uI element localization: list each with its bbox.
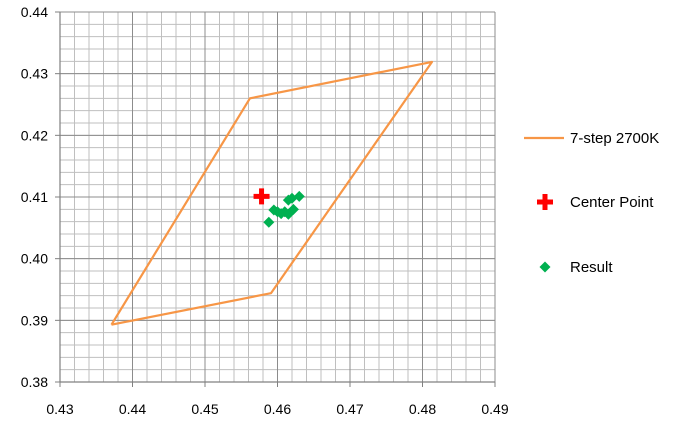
x-tick-label: 0.44: [119, 401, 146, 417]
legend-item: 7-step 2700K: [524, 130, 659, 147]
series-center-point: [253, 188, 270, 205]
data-point: [253, 188, 270, 205]
legend-label: Result: [570, 259, 613, 276]
data-point: [287, 203, 299, 215]
y-tick-label: 0.38: [21, 374, 48, 390]
legend-item: Center Point: [537, 194, 654, 211]
legend-label: Center Point: [570, 194, 654, 211]
series-line: [110, 60, 434, 326]
legend: 7-step 2700K Center Point Result: [524, 130, 659, 276]
axes: [55, 11, 496, 387]
y-tick-label: 0.40: [21, 251, 48, 267]
legend-marker-swatch: [537, 194, 553, 210]
x-tick-label: 0.48: [409, 401, 436, 417]
series-7-step-2700k: [110, 60, 434, 326]
y-tick-label: 0.44: [21, 4, 48, 20]
legend-label: 7-step 2700K: [570, 130, 659, 147]
legend-item: Result: [539, 259, 613, 276]
plus-marker-vertical: [259, 188, 265, 205]
x-tick-label: 0.49: [481, 401, 508, 417]
legend-marker-swatch: [539, 261, 551, 273]
x-tick-label: 0.45: [191, 401, 218, 417]
series-result: [263, 190, 305, 228]
plus-marker-vertical: [542, 194, 548, 210]
y-tick-label: 0.41: [21, 189, 48, 205]
data-point: [263, 216, 275, 228]
x-axis-tick-labels: 0.43 0.44 0.45 0.46 0.47 0.48 0.49: [46, 401, 508, 417]
y-tick-label: 0.42: [21, 127, 48, 143]
grid: [59, 11, 496, 383]
plot-series: [110, 60, 434, 326]
x-tick-label: 0.43: [46, 401, 73, 417]
x-tick-label: 0.46: [264, 401, 291, 417]
y-tick-label: 0.39: [21, 312, 48, 328]
y-axis-tick-labels: 0.38 0.39 0.40 0.41 0.42 0.43 0.44: [21, 4, 48, 390]
x-tick-label: 0.47: [336, 401, 363, 417]
y-tick-label: 0.43: [21, 66, 48, 82]
data-point: [293, 190, 305, 202]
